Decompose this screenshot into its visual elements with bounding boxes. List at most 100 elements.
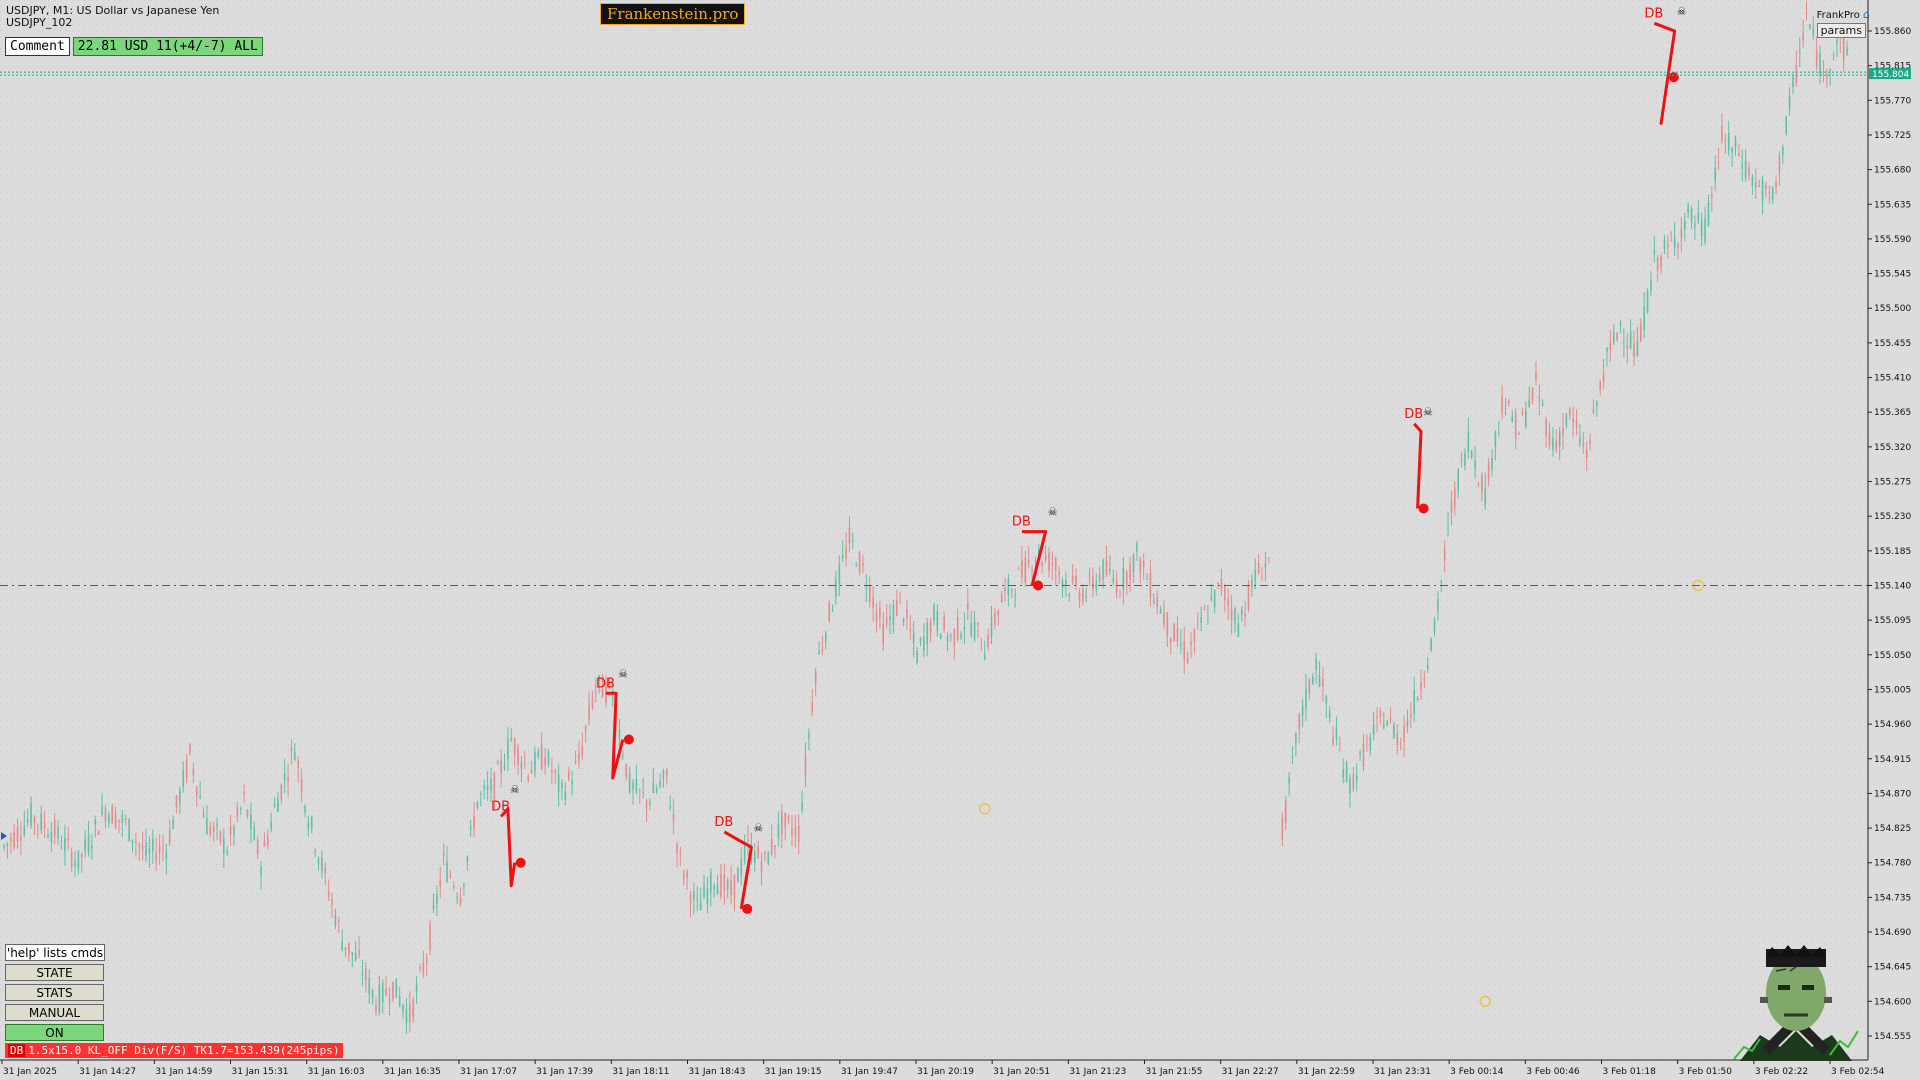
bear-candle [67,838,70,840]
bear-candle [1281,818,1284,840]
db-signal-label: DB [1404,407,1423,422]
bull-candle [1744,160,1747,178]
bull-candle [466,856,469,862]
bull-candle [26,819,29,823]
bull-candle [622,755,624,757]
bull-candle [632,782,634,790]
bear-candle [141,845,144,850]
bear-candle [1423,678,1426,682]
bear-candle [1670,240,1673,242]
bull-candle [1758,185,1760,187]
bull-candle [1819,53,1821,76]
on-toggle-button[interactable]: ON [5,1024,104,1041]
params-button[interactable]: params [1816,23,1866,38]
bull-candle [933,605,935,622]
db-signal-label: DB [596,676,615,691]
bear-candle [1443,549,1446,561]
x-tick-label: 3 Feb 02:54 [1831,1067,1885,1077]
bear-candle [760,861,763,873]
exit-dot-icon [1668,72,1679,83]
bull-candle [852,539,854,542]
bear-candle [1724,138,1727,140]
bull-candle [260,866,262,875]
bull-candle [1136,543,1138,552]
bear-candle [1149,572,1152,599]
bear-candle [1075,575,1077,585]
bear-candle [111,806,114,824]
bear-candle [1227,599,1230,606]
bull-candle [547,751,550,765]
bull-candle [436,894,438,904]
bull-candle [1213,590,1216,607]
frankpro-text: FrankPro [1816,10,1860,21]
bear-candle [797,825,800,843]
x-tick-label: 31 Jan 16:03 [308,1067,365,1077]
bear-candle [1224,585,1226,600]
manual-button[interactable]: MANUAL [5,1004,104,1021]
bear-candle [1481,475,1483,493]
help-button[interactable]: 'help' lists cmds [5,944,105,961]
bull-candle [1254,570,1257,582]
bull-candle [1761,180,1764,202]
bear-candle [1616,332,1618,340]
price-tag-text: 155.804 [1872,70,1909,80]
bull-candle [855,565,858,567]
bull-candle [321,857,323,871]
bear-candle [527,775,529,781]
bull-candle [405,1008,408,1024]
bull-candle [635,778,638,793]
bear-candle [814,670,817,684]
bull-candle [973,621,976,641]
status-text: 1.5x15.0 KL_OFF Div(F/S) TK1.7=153.439(2… [28,1044,340,1057]
bear-candle [124,818,127,821]
exit-dot-icon [742,903,753,914]
bear-candle [1078,592,1081,601]
bull-candle [1619,322,1622,326]
bear-candle [1572,418,1574,423]
bear-candle [1575,421,1578,428]
bull-candle [381,983,384,1003]
y-tick-label: 154.555 [1874,1032,1911,1042]
bear-candle [1748,166,1750,175]
bear-candle [1711,194,1713,198]
bear-candle [195,787,198,796]
bull-candle [1464,452,1466,467]
bull-candle [23,825,26,835]
bull-candle [277,798,279,813]
y-tick-label: 154.735 [1874,893,1911,903]
skull-icon: ☠ [753,821,763,834]
state-button[interactable]: STATE [5,964,104,981]
bull-candle [831,609,834,612]
bull-candle [838,564,841,585]
bear-candle [263,840,266,847]
bull-candle [703,885,705,898]
bull-candle [743,846,746,861]
bull-candle [1437,598,1439,612]
bull-candle [1484,488,1487,506]
bull-candle [145,842,147,857]
bear-candle [1092,576,1094,590]
bear-candle [1508,400,1510,404]
bull-candle [1318,675,1321,688]
y-tick-label: 155.725 [1874,131,1911,141]
bull-candle [1014,595,1016,597]
bear-candle [212,825,215,833]
bull-candle [983,654,986,660]
brand-label[interactable]: Frankenstein.pro [600,3,746,25]
bull-candle [696,898,699,900]
bull-candle [182,770,185,787]
bear-candle [392,981,394,1000]
x-tick-label: 31 Jan 14:27 [79,1067,136,1077]
bull-candle [1673,237,1676,248]
bull-candle [463,884,465,887]
x-tick-label: 3 Feb 00:14 [1450,1067,1504,1077]
db-signal-shape [723,830,753,910]
bull-candle [148,848,151,854]
bear-candle [1454,487,1456,508]
bull-candle [1525,410,1527,427]
stats-button[interactable]: STATS [5,984,104,1001]
bull-candle [57,827,59,838]
bear-candle [297,761,300,769]
bear-candle [1230,609,1233,620]
